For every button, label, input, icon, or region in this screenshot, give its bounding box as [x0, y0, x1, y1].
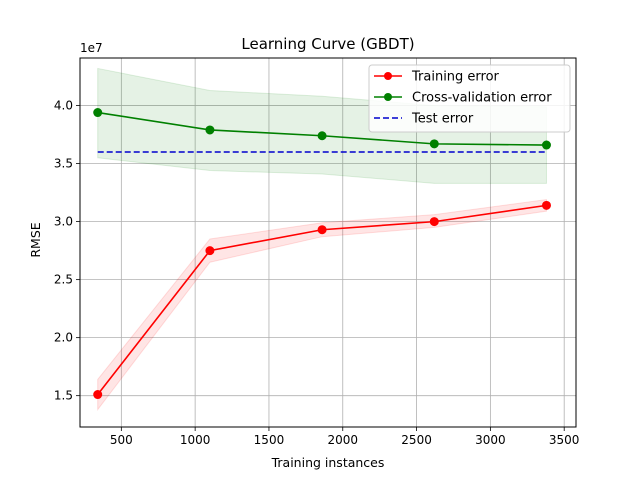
y-tick-label: 4.0: [54, 99, 73, 113]
y-tick-label: 1.5: [54, 389, 73, 403]
legend-label-cross-validation-error: Cross-validation error: [412, 91, 552, 106]
cross-validation-error-point: [541, 140, 551, 150]
legend-marker-training-error: [384, 72, 392, 80]
cross-validation-error-band: [97, 67, 547, 184]
cross-validation-error-point: [429, 139, 439, 149]
x-axis-label: Training instances: [271, 455, 385, 470]
legend-label-test-error: Test error: [411, 112, 474, 127]
legend-box: [368, 64, 571, 133]
cross-validation-error-point: [93, 108, 103, 118]
y-axis-ticks: 1.5 2.0 2.5 3.0 3.5 4.0: [54, 99, 80, 403]
x-tick-label: 3500: [549, 433, 580, 447]
x-tick-label: 3000: [475, 433, 506, 447]
legend-label-training-error: Training error: [411, 70, 500, 85]
training-error-point: [205, 246, 215, 256]
cross-validation-error-point: [317, 131, 327, 141]
y-tick-label: 3.0: [54, 215, 73, 229]
y-tick-label: 3.5: [54, 157, 73, 171]
x-tick-label: 1000: [180, 433, 211, 447]
training-error-point: [541, 200, 551, 210]
cross-validation-error-point: [205, 125, 215, 135]
x-tick-label: 2500: [401, 433, 432, 447]
x-tick-label: 2000: [327, 433, 358, 447]
y-axis-label: RMSE: [28, 222, 43, 257]
training-error-point: [429, 217, 439, 227]
y-scale-label: 1e7: [80, 41, 103, 55]
chart-title: Learning Curve (GBDT): [241, 35, 414, 53]
x-tick-label: 500: [110, 433, 133, 447]
plot-frame: [79, 57, 577, 428]
x-tick-label: 1500: [254, 433, 285, 447]
x-axis-ticks: 500 1000 1500 2000 2500 3000 3500: [110, 427, 580, 447]
legend: Training error Cross-validation error Test…: [368, 64, 571, 133]
training-error-point: [317, 225, 327, 235]
series-markers: [93, 108, 551, 400]
y-tick-label: 2.0: [54, 331, 73, 345]
y-tick-label: 2.5: [54, 273, 73, 287]
legend-marker-cross-validation-error: [384, 93, 392, 101]
training-error-point: [93, 390, 103, 400]
